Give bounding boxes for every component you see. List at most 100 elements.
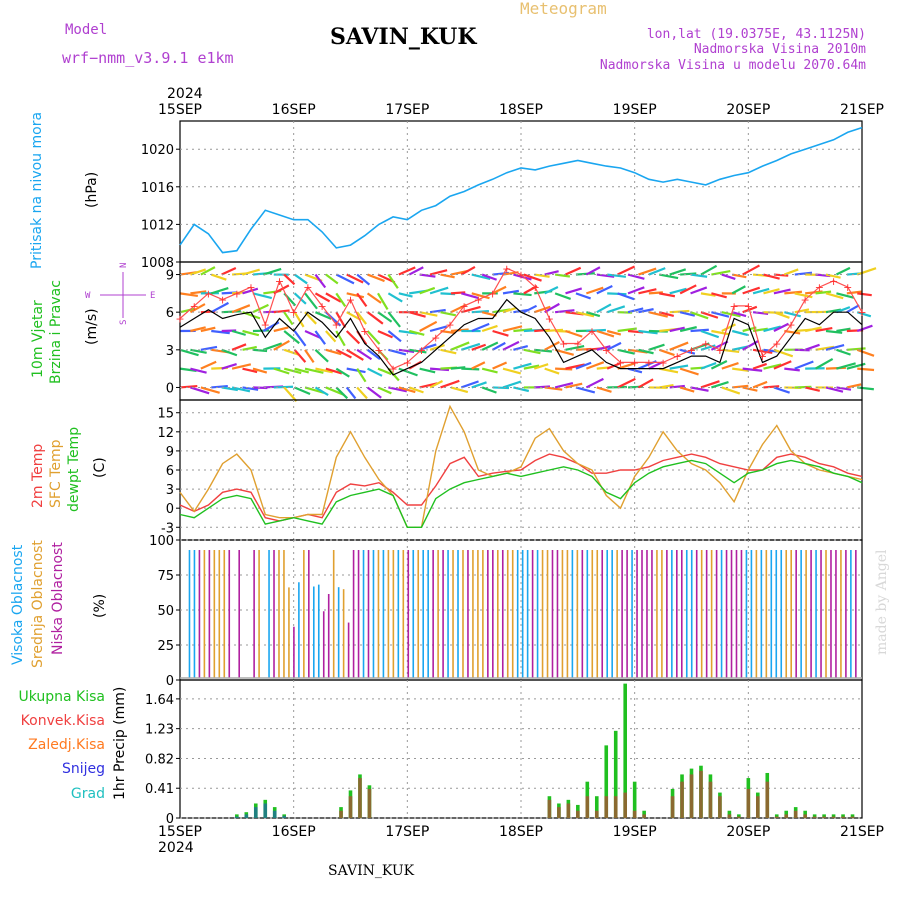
wind-arrow	[659, 311, 675, 318]
wind-arrow	[346, 367, 366, 374]
precip-conv-bar	[774, 816, 779, 818]
precip-unit: 1hr Precip (mm)	[112, 687, 128, 800]
gust-marker: +	[275, 275, 284, 288]
precip-conv-bar	[746, 788, 751, 818]
wind-arrow	[419, 367, 436, 374]
precip-conv-bar	[244, 814, 249, 818]
wind-arrow	[836, 327, 851, 333]
wind-arrow	[366, 330, 381, 345]
bottom-tick-label: 15SEP	[158, 824, 202, 840]
wind-arrow	[242, 329, 260, 337]
wind-arrow	[377, 311, 393, 323]
wind-arrow	[763, 288, 780, 295]
top-tick-label: 20SEP	[726, 102, 770, 118]
wind-arrow	[763, 273, 780, 280]
wind-arrow	[565, 266, 582, 276]
precip-total-label: Ukupna Kisa	[18, 689, 105, 705]
gust-marker: +	[417, 344, 426, 357]
cloud-unit: (%)	[92, 594, 108, 618]
wind-arrow	[492, 361, 508, 370]
gust-marker: +	[175, 312, 184, 325]
wind-arrow	[617, 292, 635, 301]
wind-arrow	[596, 303, 612, 314]
gust-marker: +	[531, 281, 540, 294]
wind-arrow	[679, 386, 695, 393]
wind-arrow	[419, 273, 436, 278]
precip-conv-bar	[282, 815, 286, 818]
wind-arrow	[335, 367, 350, 378]
wind-arrow	[210, 273, 227, 281]
gust-marker: +	[644, 356, 653, 369]
precip-total-bar	[850, 814, 855, 818]
wind-arrow	[283, 311, 294, 326]
wind-arrow	[533, 305, 551, 314]
wind-arrow	[607, 273, 627, 278]
wind-arrow	[669, 341, 689, 351]
wind-arrow	[836, 348, 851, 356]
gust-marker: +	[289, 306, 298, 319]
wind-arrow	[544, 270, 559, 276]
wind-arrow	[325, 330, 337, 343]
wind-arrow	[429, 286, 449, 295]
wind-arrow	[221, 386, 239, 392]
wind-arrow	[585, 361, 605, 370]
wind-arrow	[773, 322, 789, 332]
wind-arrow	[638, 288, 657, 295]
wind-arrow	[585, 377, 604, 389]
gust-marker: +	[246, 281, 255, 294]
precip-conv-bar	[253, 807, 258, 818]
wind-arrow	[627, 273, 645, 280]
wind-arrow	[314, 330, 326, 345]
wind-arrow	[335, 311, 347, 329]
wind-arrow	[773, 288, 791, 295]
bottom-tick-label: 20SEP	[726, 824, 770, 840]
precip-total-bar	[235, 814, 239, 818]
wind-arrow	[366, 311, 384, 325]
wind-arrow	[596, 345, 611, 351]
top-tick-label: 19SEP	[613, 102, 657, 118]
precip-conv-bar	[793, 810, 798, 818]
wind-arrow	[471, 343, 487, 351]
wind-arrow	[585, 266, 601, 276]
precip-conv-bar	[699, 770, 703, 818]
cloud-ytick-label: 0	[166, 674, 174, 689]
wind-ytick-label: 6	[166, 306, 174, 321]
wind-arrow	[690, 386, 709, 392]
precip-conv-bar	[358, 778, 362, 818]
wind-arrow	[544, 302, 560, 314]
wind-arrow	[242, 287, 259, 295]
gust-marker: +	[658, 356, 667, 369]
wind-arrow	[825, 292, 844, 300]
wind-arrow	[242, 345, 257, 351]
wind-arrow	[221, 348, 238, 357]
wind-arrow	[856, 324, 873, 333]
wind-arrow	[325, 348, 342, 356]
wind-arrow	[742, 339, 760, 351]
bottom-tick-label: 18SEP	[499, 824, 543, 840]
gust-marker: +	[374, 344, 383, 357]
wind-arrow	[273, 367, 290, 375]
wind-arrow	[398, 367, 418, 377]
pressure-ytick-label: 1020	[141, 143, 174, 158]
wind-arrow	[638, 308, 654, 314]
wind-arrow	[825, 386, 844, 393]
precip-conv-bar	[272, 810, 277, 818]
wind-arrow	[596, 284, 613, 295]
wind-arrow	[440, 311, 457, 317]
wind-arrow	[721, 386, 741, 395]
precip-conv-bar	[737, 816, 741, 818]
wind-arrow	[293, 330, 307, 347]
wind-arrow	[325, 292, 342, 303]
wind-arrow	[804, 386, 821, 392]
wind-arrow	[836, 306, 851, 314]
wind-arrow	[492, 285, 507, 295]
gust-marker: +	[474, 294, 483, 307]
temp-ytick-label: -3	[161, 521, 174, 536]
wind-arrow	[471, 381, 487, 389]
model-elevation-label: Nadmorska Visina u modelu 2070.64m	[600, 58, 866, 73]
wind-arrow	[721, 362, 739, 370]
top-tick-label: 18SEP	[499, 102, 543, 118]
wind-arrow	[575, 311, 595, 318]
wind-arrow	[315, 311, 332, 320]
